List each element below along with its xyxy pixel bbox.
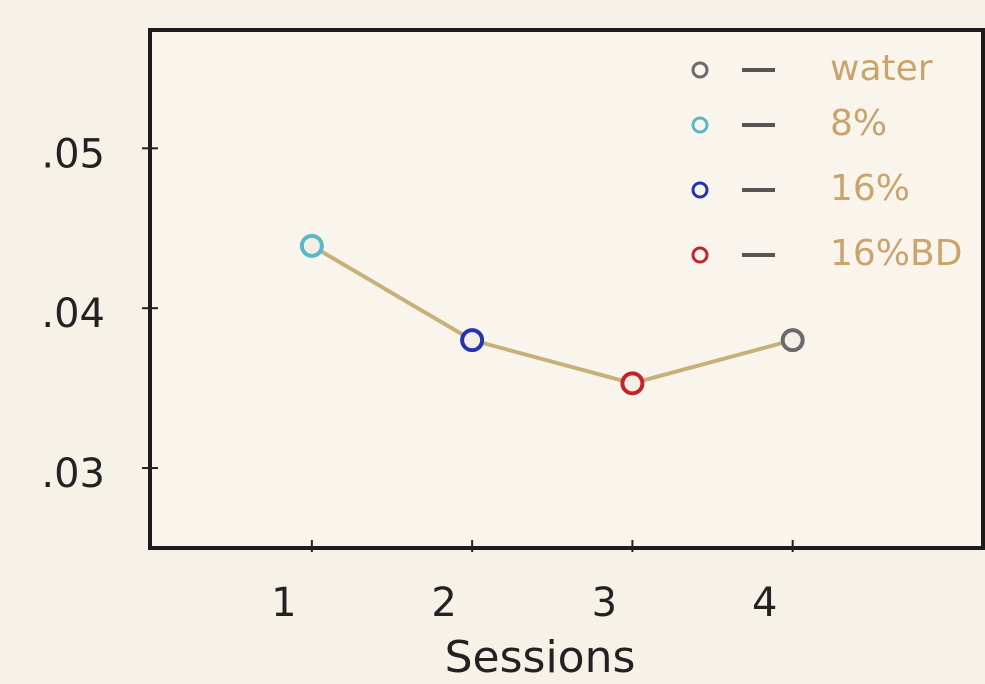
y-tick-label: .04: [41, 291, 105, 337]
legend-label: 8%: [830, 103, 887, 144]
legend-label: water: [830, 48, 933, 89]
y-tick-label: .05: [41, 131, 105, 177]
chart: Sessions .05 .04 .03 1 2 3 4 water 8% 16% 16%BD: [0, 0, 985, 684]
x-tick-label: 3: [592, 580, 617, 626]
x-axis-label: Sessions: [445, 632, 636, 683]
legend-label: 16%: [830, 168, 910, 209]
data-point: [302, 236, 322, 256]
x-tick-label: 1: [271, 580, 296, 626]
data-point: [622, 373, 642, 393]
x-tick-label: 2: [431, 580, 456, 626]
data-point: [462, 330, 482, 350]
x-tick-label: 4: [752, 580, 777, 626]
y-tick-label: .03: [41, 451, 105, 497]
legend-label: 16%BD: [830, 233, 962, 274]
data-point: [783, 330, 803, 350]
